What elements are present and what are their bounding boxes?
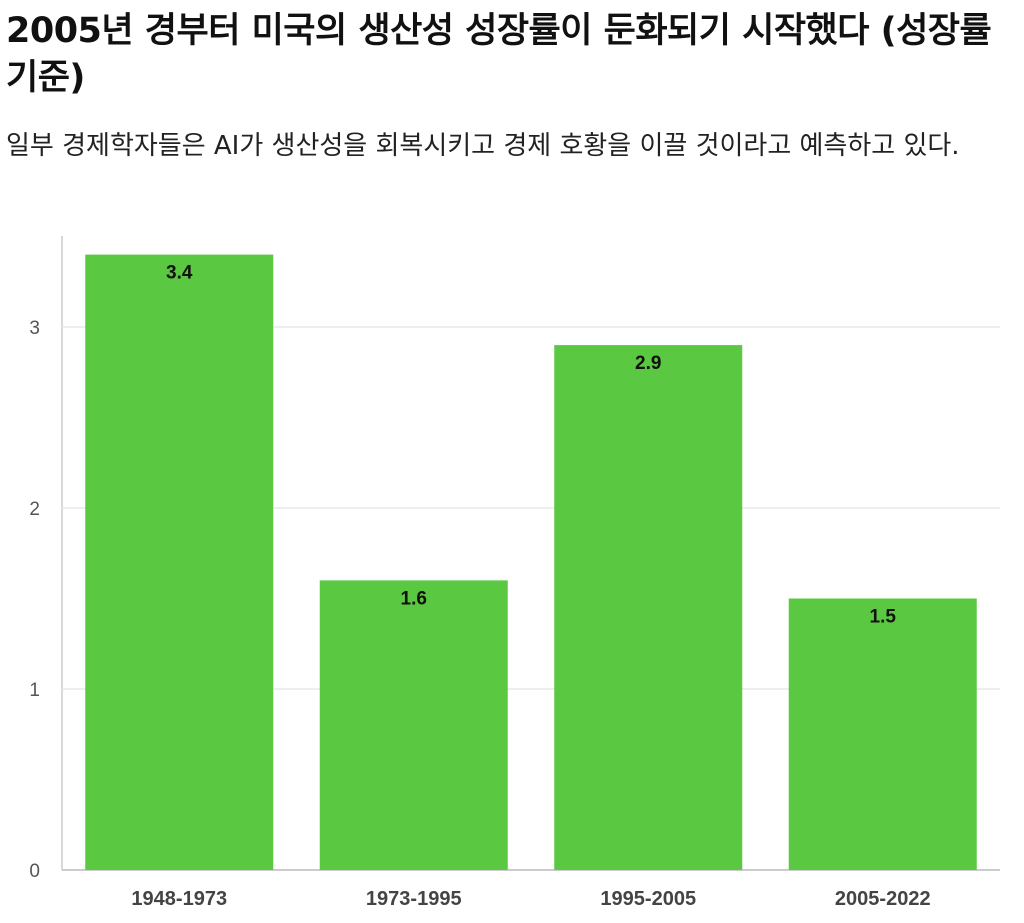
x-axis-ticks: 1948-1973 1973-1995 1995-2005 2005-2022 [131, 888, 930, 910]
bars [85, 254, 977, 871]
chart-subtitle: 일부 경제학자들은 AI가 생산성을 회복시키고 경제 호황을 이끌 것이라고 … [6, 131, 960, 161]
y-tick-label: 2 [29, 499, 40, 520]
bar-chart: 0 1 2 3 3.4 1.6 2.9 1.5 1948-1973 1973-1995 1995… [29, 236, 1000, 910]
bar-1973-1995 [319, 580, 508, 870]
bar-1948-1973 [85, 254, 274, 871]
y-tick-label: 1 [29, 680, 40, 701]
data-label: 1.6 [401, 588, 427, 609]
bar-2005-2022 [788, 598, 977, 870]
data-label: 1.5 [870, 607, 897, 628]
bar-1995-2005 [554, 345, 743, 871]
x-tick-label: 1973-1995 [366, 888, 462, 910]
x-tick-label: 2005-2022 [835, 888, 931, 910]
data-label: 2.9 [635, 353, 661, 374]
x-tick-label: 1948-1973 [131, 888, 227, 910]
y-axis-ticks: 0 1 2 3 [29, 318, 40, 882]
y-tick-label: 0 [29, 861, 40, 882]
data-label: 3.4 [166, 263, 193, 284]
chart-title: 2005년 경부터 미국의 생산성 성장률이 둔화되기 시작했다 (성장률 기준… [6, 11, 992, 98]
data-labels: 3.4 1.6 2.9 1.5 [166, 263, 896, 628]
y-tick-label: 3 [29, 318, 40, 339]
x-tick-label: 1995-2005 [600, 888, 696, 910]
